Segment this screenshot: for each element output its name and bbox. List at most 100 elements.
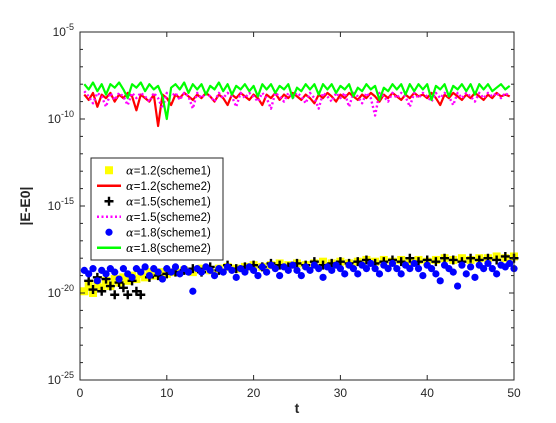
series-point (110, 275, 119, 284)
series-point (396, 257, 406, 267)
series-point (154, 268, 162, 276)
series-point (176, 270, 184, 278)
series-point (241, 268, 249, 276)
series-point (119, 273, 128, 282)
legend-label: α=1.8(scheme1) (126, 225, 211, 239)
y-tick-label: 10-20 (48, 283, 74, 300)
series-point (462, 270, 470, 278)
series-point (85, 270, 93, 278)
series-point (353, 257, 363, 267)
series-point (210, 272, 219, 280)
series-point (436, 277, 444, 285)
series-point (488, 265, 496, 273)
series-point (97, 286, 107, 296)
series-point (362, 265, 371, 273)
series-point (492, 255, 502, 265)
series-point (349, 265, 358, 273)
series-point (111, 268, 119, 276)
series-point (500, 251, 510, 261)
legend-label: α=1.5(scheme2) (126, 210, 211, 224)
y-tick-label: 10-25 (48, 370, 74, 387)
series-point (328, 266, 336, 274)
series-point (361, 255, 371, 265)
series-point (419, 272, 427, 280)
x-tick-label: 40 (421, 386, 435, 400)
series-point (115, 275, 123, 283)
ticks-layer: 0 10 20 30 40 50 10-25 10-20 10-15 10-10 10-5 (48, 22, 521, 400)
series-point (306, 266, 314, 274)
x-tick-label: 30 (334, 386, 348, 400)
series-point (367, 259, 375, 268)
series-point (410, 259, 418, 268)
series-point (448, 255, 458, 265)
legend-swatch (105, 166, 113, 175)
series-point (132, 275, 141, 284)
x-tick-label: 20 (247, 386, 261, 400)
series-point (250, 266, 258, 274)
series-4 (83, 90, 511, 117)
series-2 (83, 91, 511, 128)
series-point (493, 270, 501, 278)
series-point (88, 285, 98, 295)
series-point (427, 265, 436, 273)
series-point (471, 273, 479, 281)
legend-box (90, 157, 224, 261)
series-point (393, 265, 401, 273)
series-point (375, 270, 384, 278)
series-point (118, 283, 128, 293)
series-point (158, 268, 167, 277)
x-tick-label: 0 (77, 386, 84, 400)
series-point (171, 263, 180, 271)
series-point (506, 259, 514, 268)
y-tick-label: 10-15 (48, 196, 74, 213)
series-point (388, 259, 397, 268)
series-line-4 (83, 90, 511, 117)
series-point (258, 263, 266, 271)
series-point (341, 270, 349, 278)
series-point (384, 265, 392, 273)
series-point (206, 266, 214, 274)
series-point (336, 265, 344, 273)
series-point (128, 273, 136, 281)
series-point (105, 281, 115, 291)
series-point (254, 272, 262, 280)
series-point (480, 265, 488, 273)
legend-label: α=1.2(scheme1) (126, 163, 211, 177)
series-point (158, 275, 167, 283)
series-point (228, 266, 236, 274)
series-point (453, 282, 462, 290)
series-point (449, 268, 457, 276)
series-point (406, 265, 414, 273)
series-point (136, 290, 146, 300)
series-point (89, 265, 97, 273)
series-6 (83, 81, 511, 121)
series-point (414, 265, 423, 273)
series-point (431, 257, 441, 267)
series-point (110, 290, 120, 300)
series-point (232, 273, 240, 281)
x-tick-label: 50 (507, 386, 521, 400)
series-point (297, 272, 305, 280)
legend-label: α=1.5(scheme1) (126, 194, 211, 208)
series-point (440, 253, 450, 263)
series-point (354, 270, 362, 278)
series-point (93, 277, 101, 285)
series-point (284, 266, 292, 274)
series-point (289, 261, 297, 269)
series-point (123, 290, 133, 300)
legend-swatch (105, 228, 113, 236)
series-point (271, 265, 279, 273)
series-point (84, 276, 94, 286)
x-axis-label: t (295, 400, 300, 416)
series-point (467, 263, 475, 271)
series-point (371, 265, 379, 273)
series-point (189, 287, 197, 295)
x-tick-label: 10 (160, 386, 174, 400)
series-point (119, 265, 127, 273)
series-point (458, 261, 466, 269)
y-tick-label: 10-5 (53, 22, 74, 39)
series-5 (80, 259, 518, 295)
series-point (80, 287, 89, 296)
series-point (484, 259, 492, 268)
